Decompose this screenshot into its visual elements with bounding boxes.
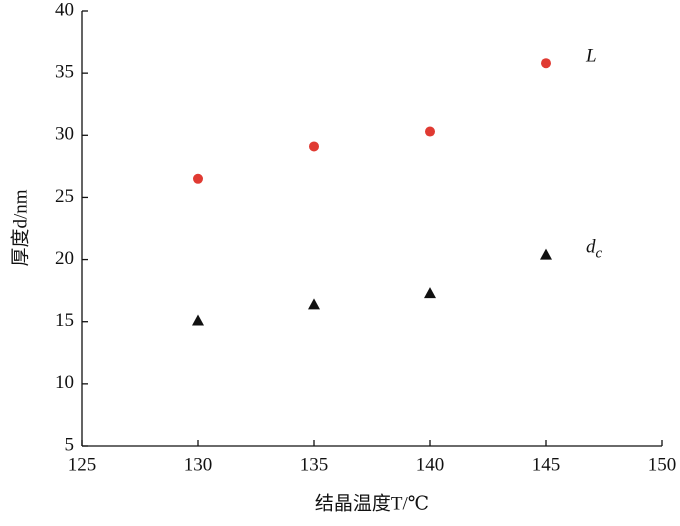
y-tick-label: 40	[55, 0, 74, 20]
point	[540, 248, 552, 260]
point	[309, 141, 319, 152]
y-axis-label: 厚度d/nm	[9, 189, 31, 266]
series-label: dc	[586, 237, 603, 262]
y-tick-label: 15	[55, 310, 74, 331]
point	[424, 287, 436, 299]
y-tick-label: 10	[55, 372, 74, 393]
point	[541, 58, 551, 69]
series-label: L	[585, 46, 597, 67]
x-tick-label: 125	[68, 454, 97, 475]
y-tick-label: 5	[65, 434, 75, 455]
y-tick-label: 20	[55, 248, 74, 269]
y-tick-label: 35	[55, 62, 74, 83]
x-tick-label: 135	[300, 454, 329, 475]
point	[425, 126, 435, 137]
x-tick-label: 140	[416, 454, 445, 475]
point	[308, 298, 320, 310]
x-tick-label: 145	[532, 454, 561, 475]
point	[193, 173, 203, 184]
y-tick-label: 30	[55, 124, 74, 145]
y-tick-label: 25	[55, 186, 74, 207]
x-tick-label: 150	[648, 454, 677, 475]
x-axis-label: 结晶温度T/℃	[315, 492, 429, 514]
x-tick-label: 130	[184, 454, 213, 475]
point	[192, 314, 204, 326]
